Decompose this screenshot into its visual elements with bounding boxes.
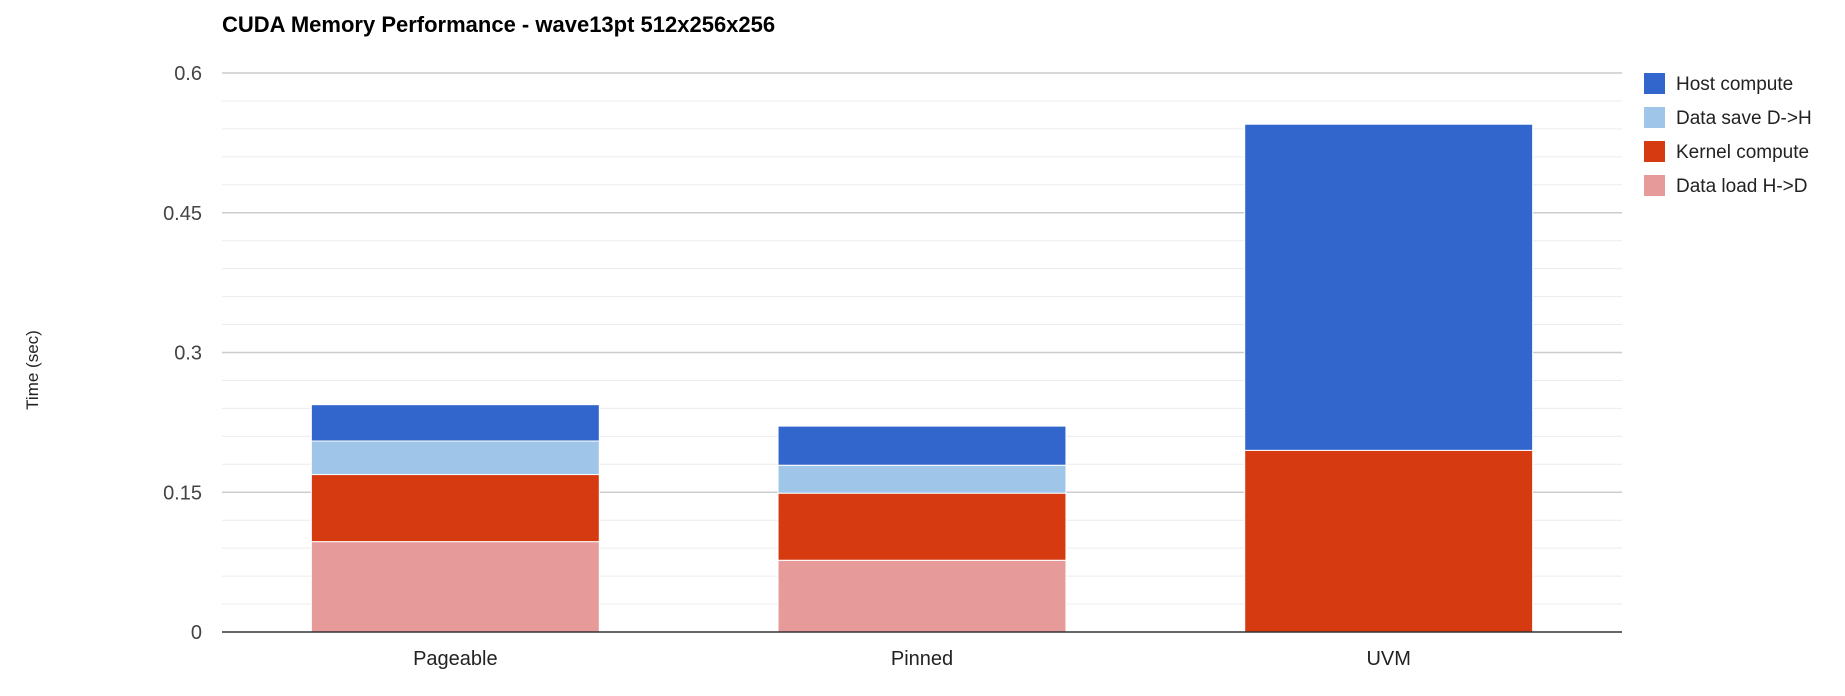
legend: Host compute Data save D->H Kernel compute… [1644, 73, 1812, 197]
x-tick-label: Pinned [891, 648, 953, 670]
bar-segment [777, 464, 1067, 494]
bars [310, 123, 1534, 633]
y-tick-label: 0.45 [163, 203, 202, 225]
bar-segment [1244, 449, 1534, 633]
bar-segment [777, 425, 1067, 466]
y-tick-label: 0.3 [174, 343, 202, 365]
legend-swatch [1644, 141, 1665, 162]
legend-swatch [1644, 73, 1665, 94]
bar-segment [777, 559, 1067, 633]
y-tick-label: 0 [191, 622, 202, 644]
x-tick-label: UVM [1366, 648, 1410, 670]
bar-segment [1244, 123, 1534, 451]
legend-swatch [1644, 107, 1665, 128]
y-tick-label: 0.6 [174, 63, 202, 85]
x-tick-label: Pageable [413, 648, 498, 670]
axes: 0 0.15 0.3 0.45 0.6 Pageable Pinned UVM [163, 63, 1622, 670]
legend-label: Kernel compute [1676, 142, 1809, 163]
legend-swatch [1644, 175, 1665, 196]
legend-label: Host compute [1676, 74, 1793, 95]
bar-segment [310, 440, 600, 476]
chart-title: CUDA Memory Performance - wave13pt 512x2… [222, 12, 776, 37]
legend-label: Data save D->H [1676, 108, 1812, 129]
bar-segment [310, 541, 600, 633]
bar-segment [310, 404, 600, 442]
bar-segment [310, 474, 600, 543]
bar-segment [777, 492, 1067, 561]
legend-label: Data load H->D [1676, 176, 1807, 197]
y-tick-label: 0.15 [163, 482, 202, 504]
